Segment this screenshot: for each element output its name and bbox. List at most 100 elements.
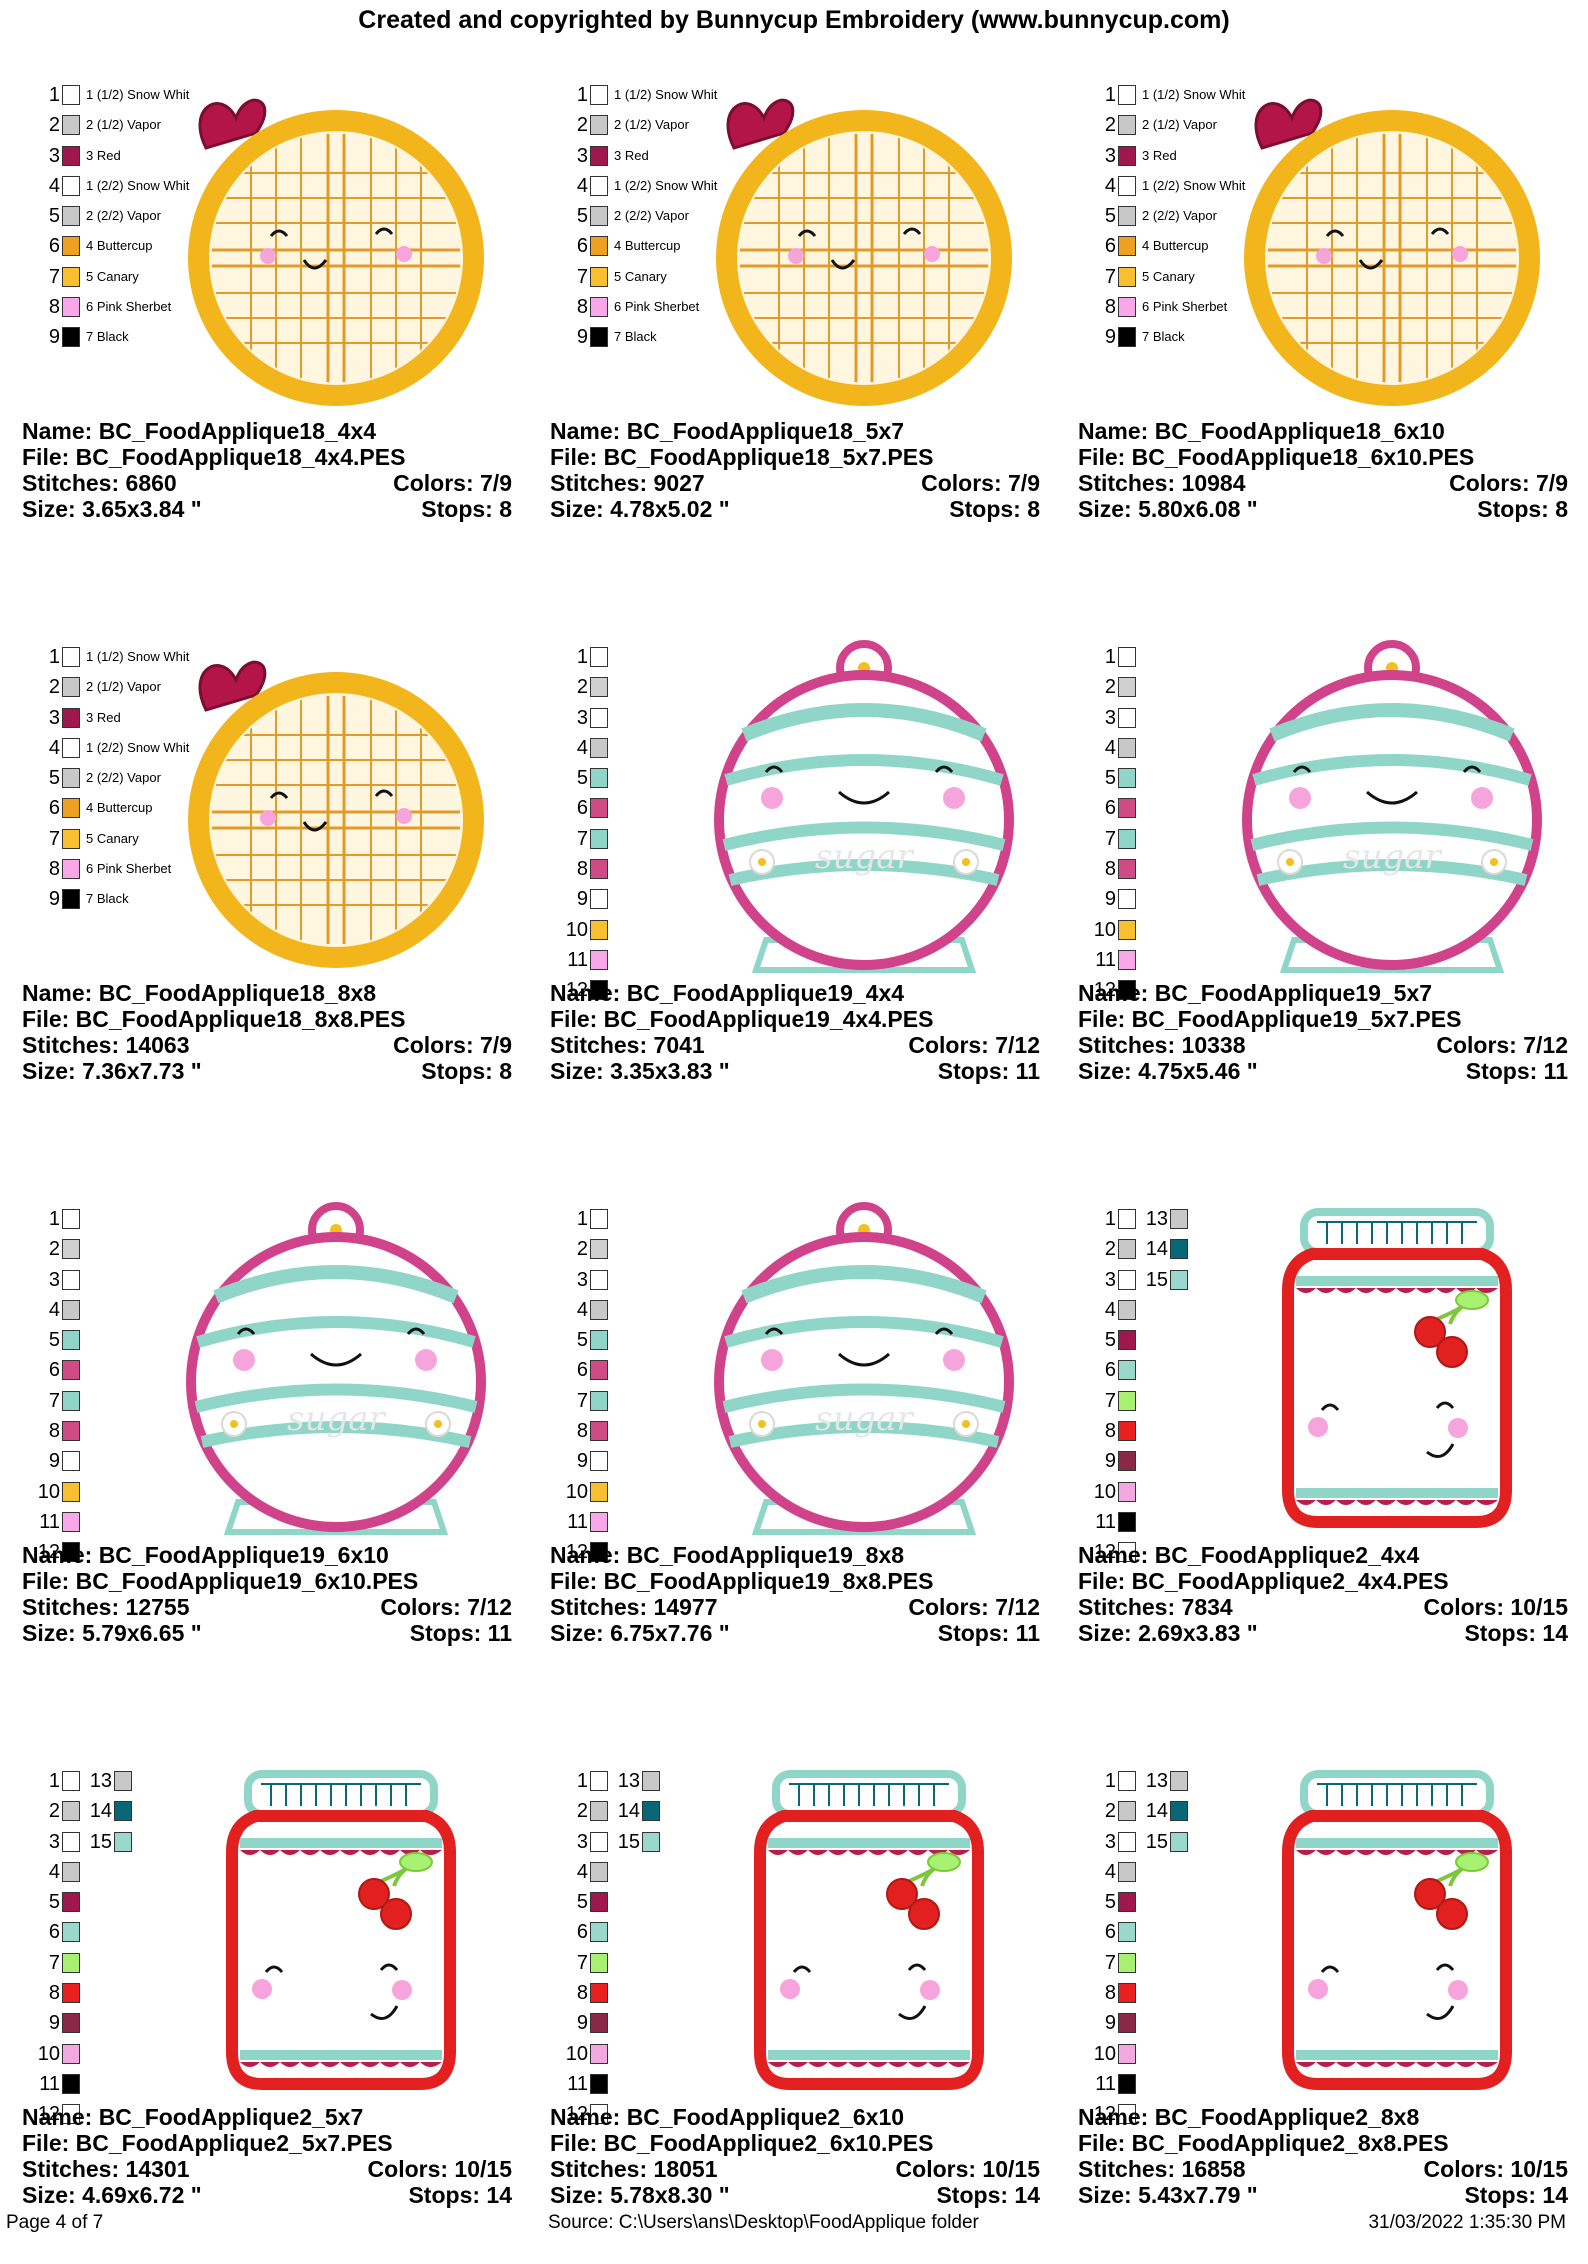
design-card: 1 1 (1/2) Snow Whit 2 2 (1/2) Vapor 3 3 Red 4 1… [16, 38, 541, 578]
design-card: 1 13 2 14 3 15 4 5 6 7 8 9 10 11 12 Name: BC_FoodAppli… [1072, 1724, 1588, 2264]
color-swatch [1118, 828, 1136, 849]
color-swatch [62, 1451, 80, 1472]
color-swatch [62, 327, 80, 348]
color-step-number: 6 [1104, 235, 1116, 258]
thread-name: 1 (1/2) Snow Whit [614, 87, 718, 102]
color-swatch [590, 1481, 608, 1502]
color-step-number: 3 [576, 706, 588, 729]
sugar-jar-illustration: sugar [186, 1202, 486, 1535]
color-swatch [590, 1983, 608, 2004]
color-step-number: 7 [576, 827, 588, 850]
info-line: File: BC_FoodApplique2_6x10.PES [550, 2130, 1040, 2156]
color-swatch [590, 145, 608, 166]
color-step-number: 8 [1104, 296, 1116, 319]
color-step-number: 5 [48, 1891, 60, 1914]
color-swatch [590, 980, 608, 1001]
thread-name: 7 Black [1142, 329, 1185, 345]
color-step-number: 4 [1104, 736, 1116, 759]
color-swatch [590, 1831, 608, 1852]
info-line: Stitches: 12755 Colors: 7/12 [22, 1594, 512, 1620]
color-step-number: 15 [1145, 1268, 1168, 1291]
color-count: Colors: 7/9 [393, 470, 512, 496]
design-size: Size: 2.69x3.83 " [1078, 1620, 1258, 1646]
sugar-label: sugar [815, 1399, 914, 1439]
color-step-number: 5 [1104, 1329, 1116, 1352]
color-swatch [590, 707, 608, 728]
color-step-number: 11 [39, 2072, 60, 2095]
stitch-count: Stitches: 12755 [22, 1594, 190, 1620]
color-swatch [590, 1451, 608, 1472]
thread-name: 4 Buttercup [614, 238, 681, 254]
color-step-number: 14 [1145, 1238, 1168, 1261]
stitch-count: Stitches: 9027 [550, 470, 705, 496]
color-count: Colors: 7/12 [908, 1032, 1040, 1058]
color-swatch [590, 949, 608, 970]
color-swatch [590, 859, 608, 880]
color-swatch [590, 297, 608, 318]
color-swatch [62, 1922, 80, 1943]
info-line: Name: BC_FoodApplique2_6x10 [550, 2104, 1040, 2130]
color-step-number: 7 [48, 827, 60, 850]
design-name: Name: BC_FoodApplique18_5x7 [550, 418, 905, 444]
color-step-number: 8 [1104, 1982, 1116, 2005]
color-step-number: 1 [48, 1770, 60, 1792]
color-step-number: 14 [617, 1800, 640, 1823]
color-step-number: 2 [48, 114, 60, 137]
color-step-number: 1 [576, 1770, 588, 1792]
info-line: Size: 7.36x7.73 " Stops: 8 [22, 1058, 512, 1084]
color-swatch [114, 1801, 132, 1822]
design-name: Name: BC_FoodApplique2_6x10 [550, 2104, 905, 2130]
color-step-number: 9 [1104, 2012, 1116, 2035]
sugar-label: sugar [815, 837, 914, 877]
color-swatch [1118, 949, 1136, 970]
color-swatch [1118, 1421, 1136, 1442]
page-title: Created and copyrighted by Bunnycup Embr… [358, 6, 1230, 34]
color-swatch [1118, 980, 1136, 1001]
design-size: Size: 3.65x3.84 " [22, 496, 202, 522]
color-swatch [642, 1801, 660, 1822]
color-step-number: 1 [48, 646, 60, 668]
design-preview: sugar [704, 640, 1034, 980]
info-line: Size: 4.69x6.72 " Stops: 14 [22, 2182, 512, 2208]
color-swatch [1118, 1390, 1136, 1411]
color-step-number: 5 [1104, 767, 1116, 790]
thread-name: 2 (1/2) Vapor [614, 117, 689, 133]
page-number: Page 4 of 7 [6, 2212, 104, 2233]
color-swatch [62, 1801, 80, 1822]
stop-count: Stops: 14 [1464, 2182, 1568, 2208]
color-step-number: 5 [576, 1329, 588, 1352]
color-step-number: 5 [576, 1891, 588, 1914]
color-swatch [590, 737, 608, 758]
thread-name: 2 (2/2) Vapor [86, 770, 161, 786]
design-size: Size: 6.75x7.76 " [550, 1620, 730, 1646]
info-line: File: BC_FoodApplique19_8x8.PES [550, 1568, 1040, 1594]
color-swatch [1118, 889, 1136, 910]
info-line: Stitches: 18051 Colors: 10/15 [550, 2156, 1040, 2182]
color-swatch [1170, 1771, 1188, 1791]
color-step-number: 10 [37, 1480, 60, 1503]
color-step-number: 8 [576, 296, 588, 319]
color-swatch [1118, 1861, 1136, 1882]
thread-name: 7 Black [86, 329, 129, 345]
design-card: 1 1 (1/2) Snow Whit 2 2 (1/2) Vapor 3 3 Red 4 1… [544, 38, 1069, 578]
print-datetime: 31/03/2022 1:35:30 PM [1368, 2212, 1566, 2233]
design-size: Size: 3.35x3.83 " [550, 1058, 730, 1084]
design-name: Name: BC_FoodApplique19_4x4 [550, 980, 905, 1006]
design-info: Name: BC_FoodApplique18_8x8 File: BC_Food… [22, 980, 512, 1084]
color-step-number: 1 [1104, 1208, 1116, 1230]
stop-count: Stops: 8 [421, 1058, 512, 1084]
info-line: Size: 2.69x3.83 " Stops: 14 [1078, 1620, 1568, 1646]
info-line: Name: BC_FoodApplique18_4x4 [22, 418, 512, 444]
color-step-number: 12 [1093, 2103, 1116, 2126]
color-swatch [62, 1542, 80, 1563]
design-name: Name: BC_FoodApplique2_8x8 [1078, 2104, 1420, 2130]
info-line: Name: BC_FoodApplique19_5x7 [1078, 980, 1568, 1006]
thread-name: 2 (1/2) Vapor [1142, 117, 1217, 133]
thread-name: 5 Canary [86, 830, 139, 846]
color-swatch [62, 2043, 80, 2064]
thread-name: 2 (2/2) Vapor [86, 208, 161, 224]
color-step-number: 2 [1104, 1800, 1116, 1823]
stitch-count: Stitches: 14063 [22, 1032, 190, 1058]
color-step-number: 8 [48, 1420, 60, 1443]
design-card: 1 13 2 14 3 15 4 5 6 7 8 9 10 11 12 Name: BC_FoodAppli… [16, 1724, 541, 2264]
